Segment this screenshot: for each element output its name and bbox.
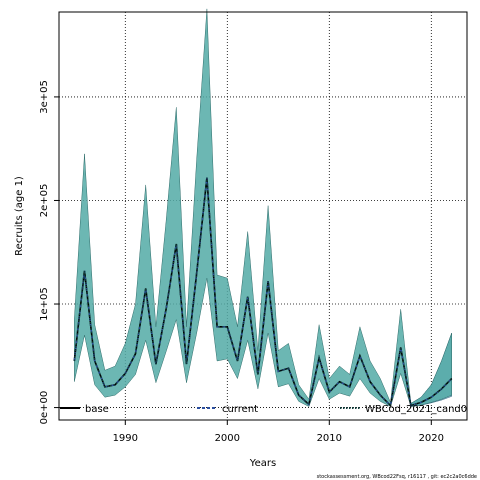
x-tick-label: 1990 — [113, 433, 138, 444]
y-axis-title: Recruits (age 1) — [14, 176, 25, 256]
plot-frame — [58, 11, 468, 421]
y-tick-label: 3e+05 — [39, 80, 50, 114]
x-axis-title: Years — [249, 458, 276, 469]
legend-label: base — [85, 404, 109, 415]
series-line-wbcod — [73, 177, 453, 408]
confidence-bands — [74, 8, 452, 407]
confidence-band — [74, 8, 452, 407]
y-tick-label: 2e+05 — [39, 184, 50, 218]
footnote: stockassessment.org, WBcod22Fsq, r16117 … — [317, 474, 477, 480]
x-tick-label: 2000 — [215, 433, 240, 444]
legend: base current WBCod_2021_cand0 — [60, 404, 467, 415]
y-tick-label: 1e+05 — [39, 287, 50, 321]
x-tick-label: 2020 — [419, 433, 444, 444]
legend-label: WBCod_2021_cand0 — [365, 404, 467, 415]
series-lines — [73, 177, 453, 408]
x-tick-label: 2010 — [317, 433, 342, 444]
y-axis-ticks: 0e+00 1e+05 2e+05 3e+05 — [39, 80, 59, 424]
legend-label: current — [222, 404, 258, 415]
x-axis-ticks: 1990 2000 2010 2020 — [113, 420, 444, 444]
y-tick-label: 0e+00 — [39, 391, 50, 425]
